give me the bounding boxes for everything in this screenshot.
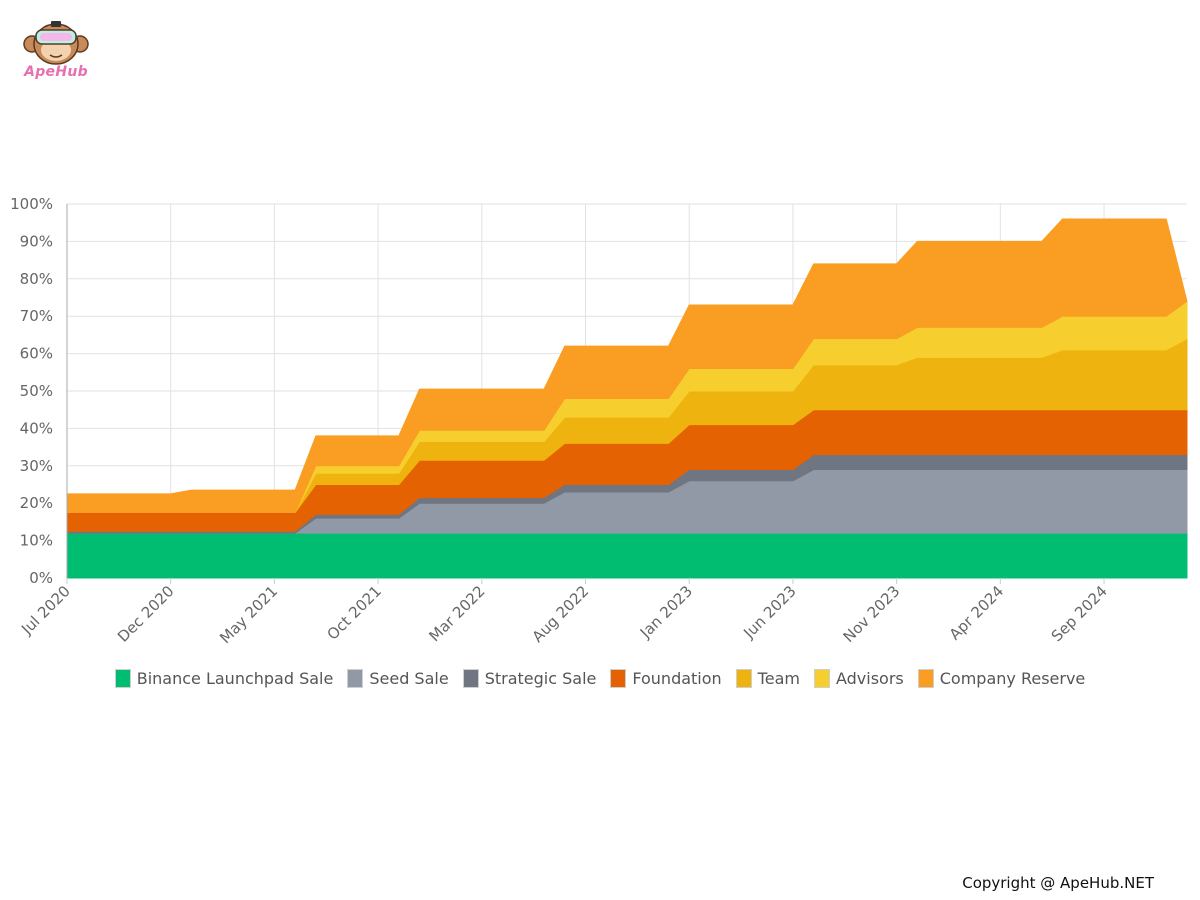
legend-label: Foundation [632,669,722,688]
x-tick-label: Apr 2024 [946,582,1007,643]
area-company-reserve [66,218,1188,514]
legend-item[interactable]: Advisors [813,669,904,688]
y-tick-label: 60% [20,345,53,363]
x-tick-label: Jan 2023 [636,582,696,642]
legend-item[interactable]: Seed Sale [347,669,449,688]
x-tick-label: Dec 2020 [114,582,178,646]
legend-label: Strategic Sale [484,669,597,688]
legend-swatch [917,669,934,688]
y-tick-label: 90% [20,232,53,250]
legend-label: Company Reserve [939,669,1086,688]
x-tick-label: May 2021 [216,582,281,647]
legend-label: Advisors [835,669,904,688]
legend-swatch [813,669,830,688]
y-tick-label: 100% [10,195,53,213]
y-tick-label: 50% [20,382,53,400]
y-tick-label: 30% [20,457,53,475]
x-tick-label: Oct 2021 [323,582,384,643]
x-tick-label: Jun 2023 [739,582,799,642]
legend-swatch [462,669,479,688]
apehub-logo: ApeHub [18,18,94,86]
y-tick-label: 70% [20,307,53,325]
y-tick-label: 10% [20,532,53,550]
legend-item[interactable]: Strategic Sale [462,669,597,688]
x-tick-label: Sep 2024 [1048,582,1111,645]
vesting-chart: 0% 10% 20% 30% 40% 50% 60% 70% 80% 90% 100% Jul 202… [10,195,1188,647]
y-tick-label: 0% [29,569,53,587]
area-binance-launchpad-sale [66,532,1188,579]
legend-swatch [114,669,131,688]
legend-item[interactable]: Binance Launchpad Sale [114,669,334,688]
legend-label: Team [757,669,800,688]
x-tick-label: Jul 2020 [17,582,74,639]
legend-swatch [347,669,364,688]
x-tick-label: Mar 2022 [426,582,489,645]
legend-swatch [735,669,752,688]
legend-swatch [610,669,627,688]
stacked-areas [66,218,1188,579]
legend-label: Seed Sale [369,669,449,688]
copyright-text: Copyright @ ApeHub.NET [962,874,1154,892]
logo-text: ApeHub [24,64,88,80]
monkey-icon [23,21,89,65]
y-tick-label: 40% [20,419,53,437]
y-tick-label: 80% [20,270,53,288]
chart-legend: Binance Launchpad Sale Seed Sale Strategic… [0,669,1200,688]
legend-label: Binance Launchpad Sale [136,669,334,688]
legend-item[interactable]: Team [735,669,800,688]
legend-item[interactable]: Foundation [610,669,722,688]
x-tick-label: Aug 2022 [529,582,593,646]
y-tick-label: 20% [20,494,53,512]
legend-item[interactable]: Company Reserve [917,669,1086,688]
x-tick-label: Nov 2023 [840,582,904,646]
